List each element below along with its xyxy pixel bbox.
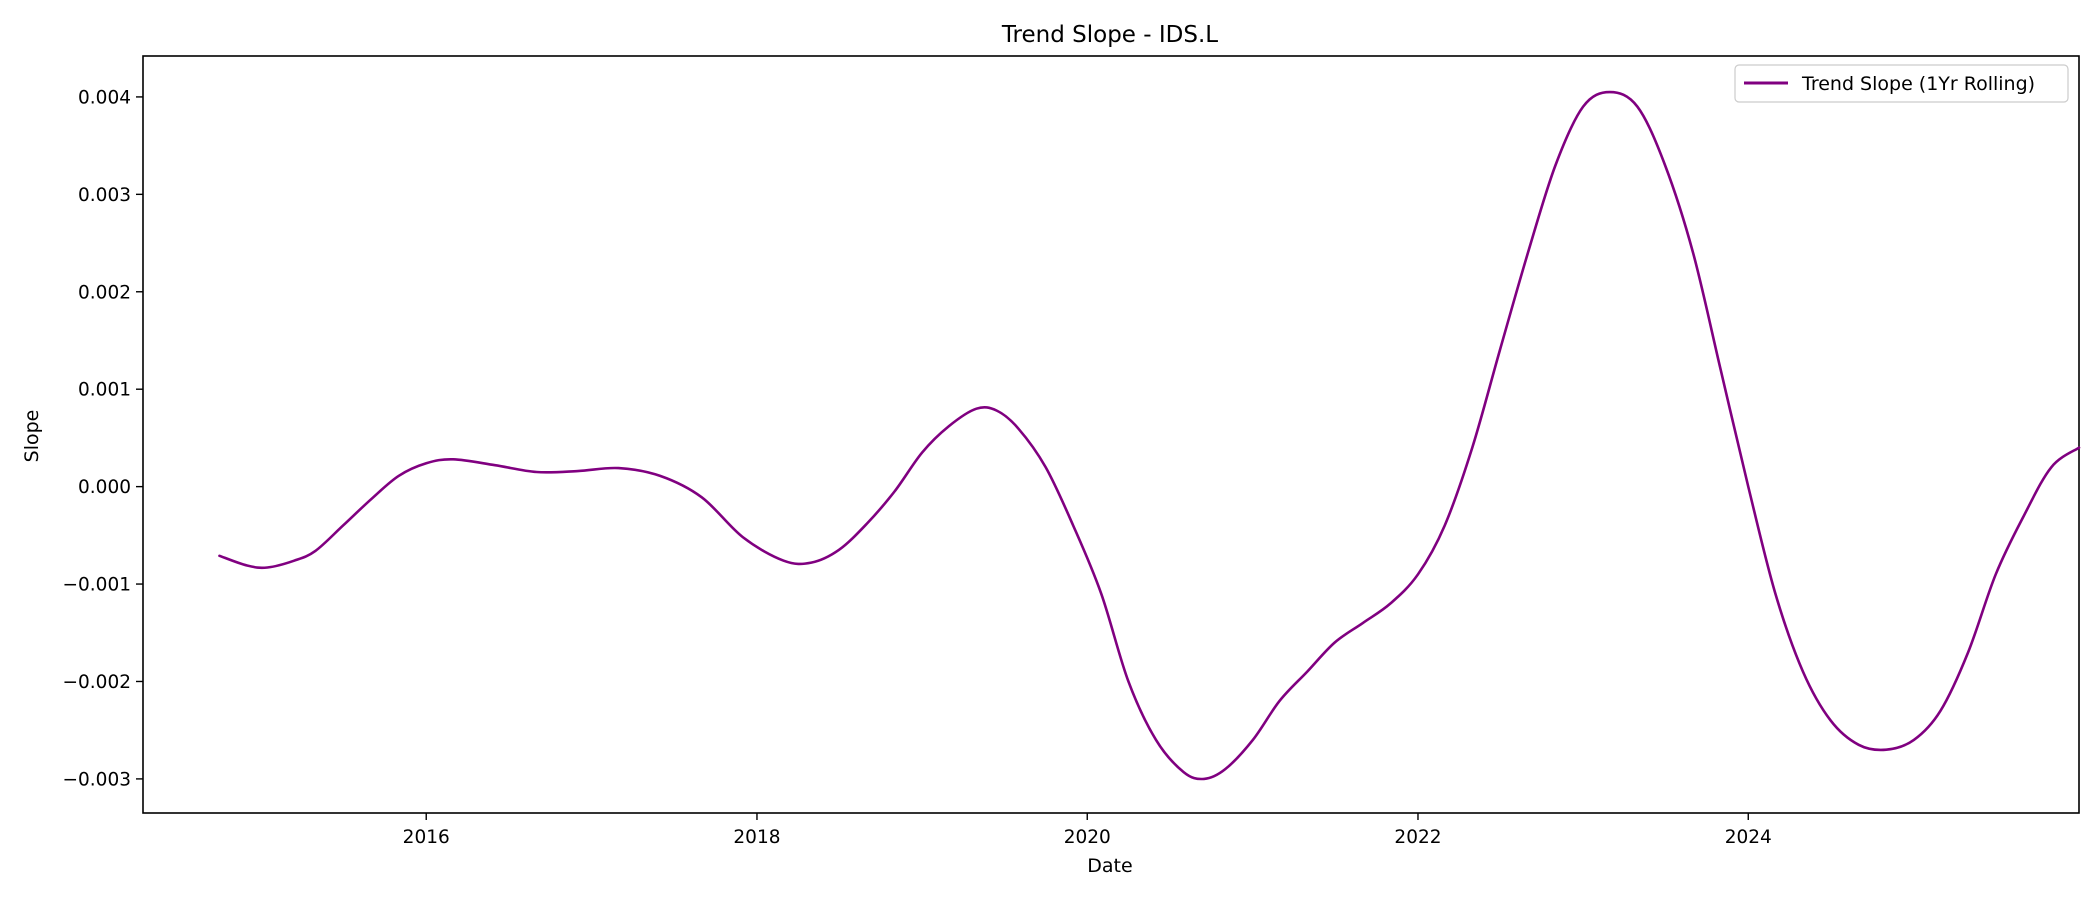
legend-label: Trend Slope (1Yr Rolling) [1801, 73, 2035, 95]
x-tick-label: 2016 [403, 827, 450, 848]
y-tick-label: 0.002 [78, 282, 131, 303]
y-tick-label: −0.001 [63, 575, 131, 596]
y-tick-label: 0.000 [78, 477, 131, 498]
y-tick-label: 0.003 [78, 185, 131, 206]
y-axis: 0.004 0.003 0.002 0.001 0.000 −0.001 −0.002 −0.… [63, 87, 143, 790]
x-tick-label: 2018 [733, 827, 780, 848]
series-line [218, 90, 2081, 781]
chart-title: Trend Slope - IDS.L [1001, 22, 1218, 48]
x-axis: 2016 2018 2020 2022 2024 [403, 813, 1772, 848]
legend: Trend Slope (1Yr Rolling) [1734, 64, 2069, 103]
x-tick-label: 2024 [1725, 827, 1772, 848]
y-tick-label: −0.002 [63, 672, 131, 693]
legend-box [1734, 64, 2069, 103]
y-tick-label: 0.004 [78, 87, 131, 108]
x-tick-label: 2022 [1394, 827, 1441, 848]
series-layer [218, 90, 2081, 781]
x-axis-label: Date [1087, 855, 1132, 877]
y-tick-label: 0.001 [78, 380, 131, 401]
y-tick-label: −0.003 [63, 769, 131, 790]
x-tick-label: 2020 [1064, 827, 1111, 848]
y-axis-label: Slope [21, 410, 43, 463]
plot-area-frame [142, 55, 2080, 814]
